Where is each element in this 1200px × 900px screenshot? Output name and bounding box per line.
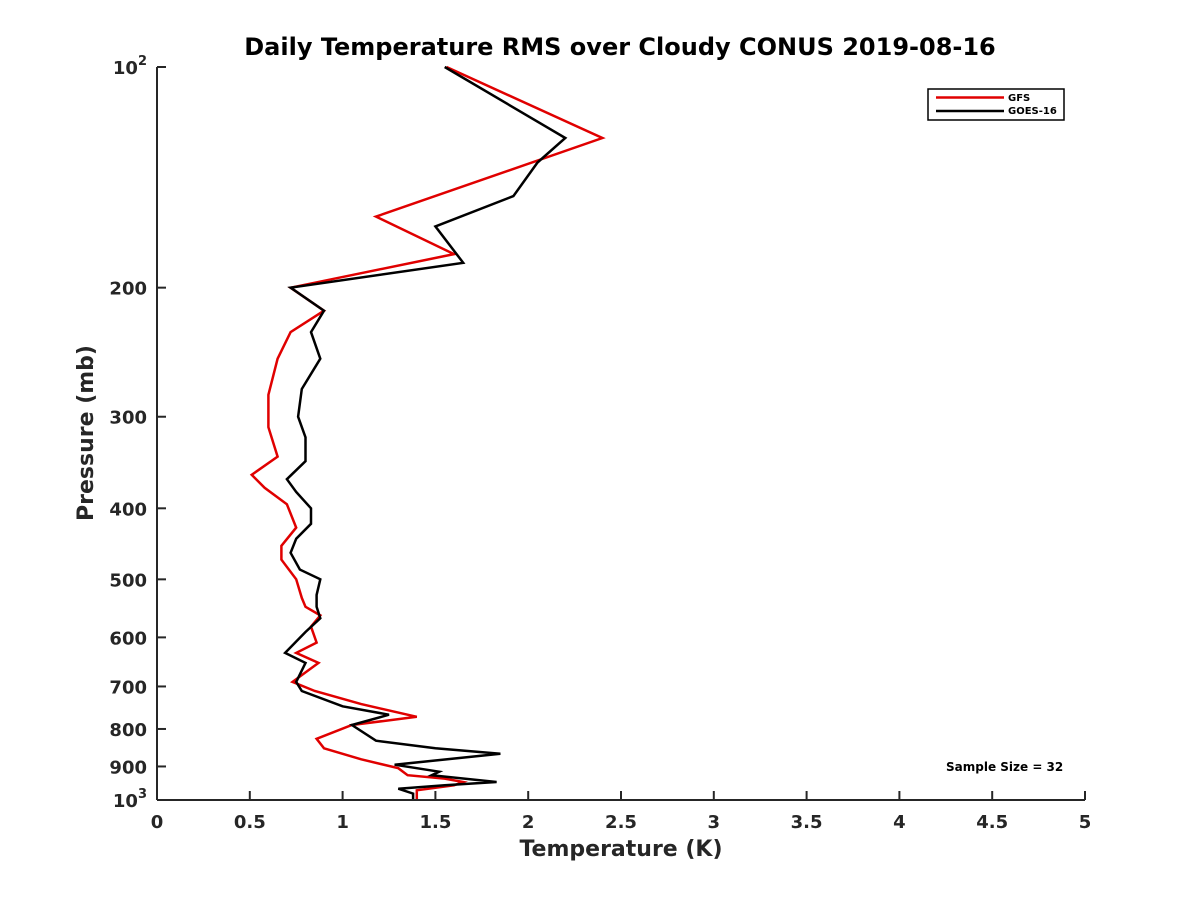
- series-line-goes16: [282, 65, 568, 800]
- x-tick-label: 3.5: [791, 812, 823, 833]
- x-tick-label: 1: [336, 812, 349, 833]
- y-tick-label: 900: [109, 757, 147, 778]
- y-tick-label: 500: [109, 570, 147, 591]
- x-tick-label: 1.5: [419, 812, 451, 833]
- x-tick-label: 4: [893, 812, 906, 833]
- legend-label-goes16: GOES-16: [1008, 106, 1057, 117]
- x-tick-label: 2: [522, 812, 535, 833]
- x-tick-label: 3: [708, 812, 721, 833]
- y-tick-label: 400: [109, 499, 147, 520]
- y-tick-label: 700: [109, 677, 147, 698]
- x-tick-label: 5: [1079, 812, 1092, 833]
- series-layer: [249, 65, 606, 800]
- x-tick-label: 4.5: [976, 812, 1008, 833]
- x-tick-label: 0.5: [234, 812, 266, 833]
- x-tick-label: 0: [151, 812, 164, 833]
- legend: GFS GOES-16: [927, 88, 1065, 121]
- legend-box: [927, 88, 1065, 121]
- y-tick-label: 300: [109, 408, 147, 429]
- sample-size-annotation: Sample Size = 32: [946, 760, 1063, 774]
- x-ticks: 0 0.5 1 1.5 2 2.5 3 3.5 4 4.5 5: [151, 791, 1092, 833]
- y-tick-label: 800: [109, 720, 147, 741]
- legend-label-gfs: GFS: [1008, 93, 1030, 104]
- y-tick-label: 200: [109, 279, 147, 300]
- x-tick-label: 2.5: [605, 812, 637, 833]
- y-ticks: 102 200 300 400 500 600 700 800 900 103: [109, 54, 166, 812]
- y-tick-label: 102: [113, 54, 147, 79]
- y-axis-label: Pressure (mb): [74, 345, 99, 521]
- y-tick-label: 103: [113, 787, 147, 812]
- chart-title: Daily Temperature RMS over Cloudy CONUS …: [244, 33, 996, 61]
- y-tick-label: 600: [109, 628, 147, 649]
- series-line-gfs: [249, 65, 606, 800]
- x-axis-label: Temperature (K): [519, 837, 722, 862]
